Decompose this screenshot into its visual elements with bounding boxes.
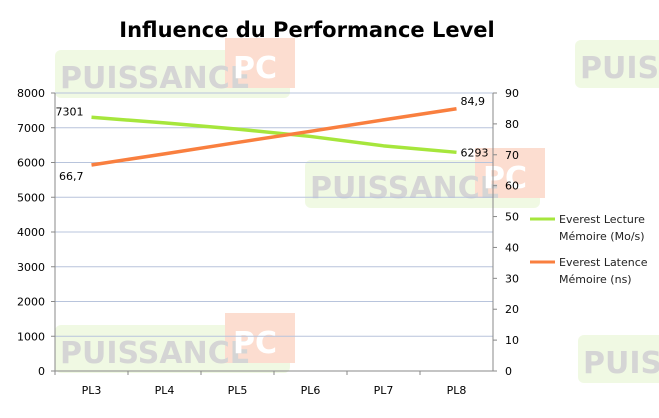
- left-tick-label: 5000: [17, 191, 45, 204]
- right-tick-label: 40: [505, 241, 519, 254]
- watermark-pc-box: [225, 38, 295, 88]
- watermark-pc-box: [475, 148, 545, 198]
- axes: 0 1000 2000 3000 4000 5000 6000 7000 8000 0 10 20 30…: [17, 87, 519, 397]
- right-tick-label: 90: [505, 87, 519, 100]
- left-tick-label: 4000: [17, 226, 45, 239]
- watermark-bg: [55, 50, 290, 98]
- x-tick-label: PL3: [82, 384, 102, 397]
- left-tick-label: 1000: [17, 330, 45, 343]
- watermark-pc: PC: [233, 326, 277, 361]
- watermark-bg: [55, 325, 290, 373]
- series-lines: 7301 6293 66,7 84,9: [56, 95, 489, 183]
- x-tick-label: PL8: [447, 384, 467, 397]
- left-tick-label: 2000: [17, 296, 45, 309]
- watermarks: PUISSANCEPCPUISSANCEPCPUISSANCEPCPUISSAN…: [55, 38, 659, 383]
- legend-label: Everest Latence: [559, 256, 648, 269]
- data-label: 7301: [56, 105, 84, 118]
- watermark-text: PUISSANCE: [310, 171, 500, 206]
- watermark-bg: [575, 40, 659, 88]
- watermark-pc: PC: [233, 51, 277, 86]
- right-tick-label: 70: [505, 149, 519, 162]
- right-tick-label: 30: [505, 272, 519, 285]
- left-tick-label: 0: [38, 365, 45, 378]
- legend-label: Everest Lecture: [559, 213, 645, 226]
- data-label: 66,7: [59, 170, 84, 183]
- x-tick-label: PL5: [228, 384, 248, 397]
- legend-label: Mémoire (ns): [559, 273, 632, 286]
- x-tick-label: PL7: [374, 384, 394, 397]
- right-tick-label: 20: [505, 303, 519, 316]
- left-tick-label: 8000: [17, 87, 45, 100]
- watermark-text: PUISSANCE: [580, 51, 659, 86]
- watermark-bg: [305, 160, 540, 208]
- watermark-text: PUISSANCE: [60, 336, 250, 371]
- x-tick-label: PL4: [155, 384, 175, 397]
- watermark-pc: PC: [483, 161, 527, 196]
- watermark-bg: [578, 335, 659, 383]
- x-tick-label: PL6: [301, 384, 321, 397]
- watermark-pc-box: [225, 313, 295, 363]
- left-tick-label: 6000: [17, 157, 45, 170]
- right-tick-label: 60: [505, 180, 519, 193]
- gridlines: [55, 92, 493, 337]
- watermark-text: PUISSANCE: [60, 61, 250, 96]
- data-label: 84,9: [461, 95, 486, 108]
- legend-label: Mémoire (Mo/s): [559, 230, 645, 243]
- watermark-text: PUISSANCE: [583, 346, 659, 381]
- chart-title: Influence du Performance Level: [119, 18, 494, 42]
- right-tick-label: 10: [505, 334, 519, 347]
- right-tick-label: 50: [505, 211, 519, 224]
- series-line: [91, 115, 457, 155]
- left-tick-label: 7000: [17, 122, 45, 135]
- legend: Everest Lecture Mémoire (Mo/s) Everest Lat…: [530, 213, 648, 286]
- right-tick-label: 0: [505, 365, 512, 378]
- series-line: [91, 107, 457, 167]
- right-tick-label: 80: [505, 118, 519, 131]
- left-tick-label: 3000: [17, 261, 45, 274]
- data-label: 6293: [461, 146, 489, 159]
